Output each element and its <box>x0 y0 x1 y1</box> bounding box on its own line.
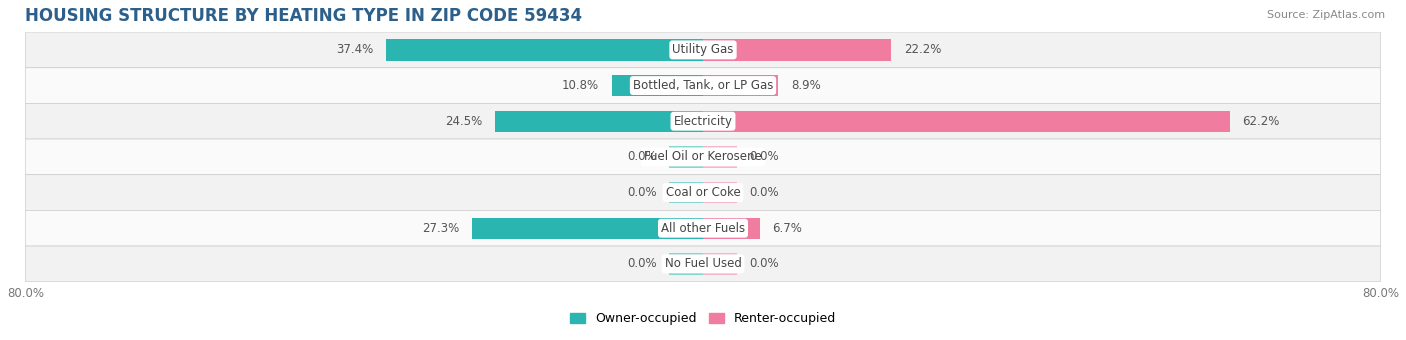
FancyBboxPatch shape <box>25 139 1381 175</box>
Text: No Fuel Used: No Fuel Used <box>665 257 741 270</box>
Bar <box>669 253 703 275</box>
Bar <box>703 253 737 275</box>
Text: 0.0%: 0.0% <box>749 150 779 164</box>
Text: HOUSING STRUCTURE BY HEATING TYPE IN ZIP CODE 59434: HOUSING STRUCTURE BY HEATING TYPE IN ZIP… <box>25 7 582 25</box>
Bar <box>472 218 703 239</box>
Text: 62.2%: 62.2% <box>1243 115 1279 128</box>
Text: 0.0%: 0.0% <box>749 257 779 270</box>
Text: Source: ZipAtlas.com: Source: ZipAtlas.com <box>1267 10 1385 20</box>
Bar <box>703 75 779 96</box>
Bar <box>703 182 737 203</box>
FancyBboxPatch shape <box>25 246 1381 282</box>
Text: All other Fuels: All other Fuels <box>661 222 745 235</box>
Text: 0.0%: 0.0% <box>627 257 657 270</box>
Text: 10.8%: 10.8% <box>562 79 599 92</box>
Text: 0.0%: 0.0% <box>627 186 657 199</box>
Bar <box>669 146 703 168</box>
Bar <box>387 39 703 61</box>
Text: 8.9%: 8.9% <box>792 79 821 92</box>
Text: 24.5%: 24.5% <box>446 115 482 128</box>
Bar <box>703 39 891 61</box>
Bar <box>703 146 737 168</box>
FancyBboxPatch shape <box>25 210 1381 246</box>
FancyBboxPatch shape <box>25 175 1381 210</box>
Bar <box>703 110 1230 132</box>
Bar <box>669 182 703 203</box>
Text: 0.0%: 0.0% <box>749 186 779 199</box>
Bar <box>495 110 703 132</box>
Text: 0.0%: 0.0% <box>627 150 657 164</box>
FancyBboxPatch shape <box>25 103 1381 139</box>
Legend: Owner-occupied, Renter-occupied: Owner-occupied, Renter-occupied <box>565 307 841 330</box>
Text: 22.2%: 22.2% <box>904 44 941 56</box>
Text: Electricity: Electricity <box>673 115 733 128</box>
Bar <box>703 218 759 239</box>
Text: 6.7%: 6.7% <box>772 222 803 235</box>
FancyBboxPatch shape <box>25 32 1381 68</box>
Text: 27.3%: 27.3% <box>422 222 460 235</box>
Bar <box>612 75 703 96</box>
Text: Coal or Coke: Coal or Coke <box>665 186 741 199</box>
Text: Fuel Oil or Kerosene: Fuel Oil or Kerosene <box>644 150 762 164</box>
Text: 37.4%: 37.4% <box>336 44 374 56</box>
Text: Utility Gas: Utility Gas <box>672 44 734 56</box>
FancyBboxPatch shape <box>25 68 1381 103</box>
Text: Bottled, Tank, or LP Gas: Bottled, Tank, or LP Gas <box>633 79 773 92</box>
